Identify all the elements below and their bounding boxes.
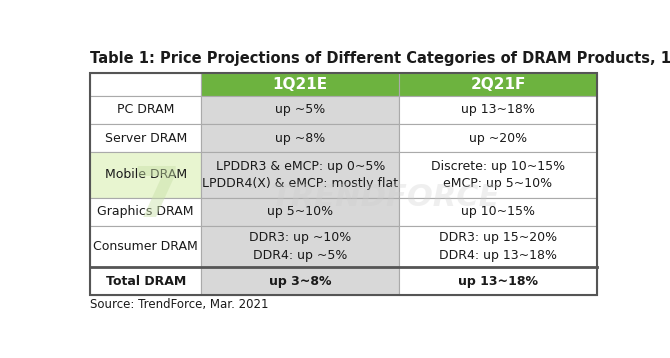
Text: up 3~8%: up 3~8%	[269, 275, 332, 287]
Text: up 13~18%: up 13~18%	[458, 275, 538, 287]
Text: Discrete: up 10~15%
eMCP: up 5~10%: Discrete: up 10~15% eMCP: up 5~10%	[431, 160, 565, 190]
Text: 1Q21E: 1Q21E	[273, 77, 328, 92]
Text: Table 1: Price Projections of Different Categories of DRAM Products, 1Q21-2Q21: Table 1: Price Projections of Different …	[90, 51, 670, 66]
Text: Graphics DRAM: Graphics DRAM	[97, 205, 194, 218]
Bar	[202, 267, 399, 295]
Text: up 10~15%: up 10~15%	[461, 205, 535, 218]
Bar	[399, 226, 597, 267]
Text: 7: 7	[132, 164, 181, 231]
Text: DDR3: up 15~20%
DDR4: up 13~18%: DDR3: up 15~20% DDR4: up 13~18%	[439, 231, 557, 262]
Bar	[399, 96, 597, 124]
Text: Consumer DRAM: Consumer DRAM	[93, 240, 198, 253]
Bar	[399, 152, 597, 198]
Text: Mobile DRAM: Mobile DRAM	[105, 169, 187, 182]
Text: up 5~10%: up 5~10%	[267, 205, 334, 218]
Text: up ~20%: up ~20%	[469, 132, 527, 145]
Bar	[202, 198, 399, 226]
Bar	[399, 73, 597, 96]
Text: Total DRAM: Total DRAM	[106, 275, 186, 287]
Text: TRENDFORCE: TRENDFORCE	[270, 183, 500, 212]
Text: up 13~18%: up 13~18%	[461, 103, 535, 116]
Text: up ~5%: up ~5%	[275, 103, 326, 116]
Bar	[399, 198, 597, 226]
Bar	[90, 226, 202, 267]
Text: DDR3: up ~10%
DDR4: up ~5%: DDR3: up ~10% DDR4: up ~5%	[249, 231, 352, 262]
Text: Source: TrendForce, Mar. 2021: Source: TrendForce, Mar. 2021	[90, 298, 269, 311]
Text: up ~8%: up ~8%	[275, 132, 326, 145]
Bar	[202, 96, 399, 124]
Bar	[202, 73, 399, 96]
Bar	[90, 152, 202, 198]
Text: 2Q21F: 2Q21F	[470, 77, 526, 92]
Bar	[202, 152, 399, 198]
Bar	[202, 124, 399, 152]
Text: Server DRAM: Server DRAM	[105, 132, 187, 145]
Bar	[90, 73, 597, 295]
Bar	[90, 267, 202, 295]
Text: LPDDR3 & eMCP: up 0~5%
LPDDR4(X) & eMCP: mostly flat: LPDDR3 & eMCP: up 0~5% LPDDR4(X) & eMCP:…	[202, 160, 399, 190]
Bar	[90, 124, 202, 152]
Bar	[399, 267, 597, 295]
Text: PC DRAM: PC DRAM	[117, 103, 174, 116]
Bar	[90, 198, 202, 226]
Bar	[90, 96, 202, 124]
Bar	[90, 73, 202, 96]
Bar	[399, 124, 597, 152]
Bar	[202, 226, 399, 267]
